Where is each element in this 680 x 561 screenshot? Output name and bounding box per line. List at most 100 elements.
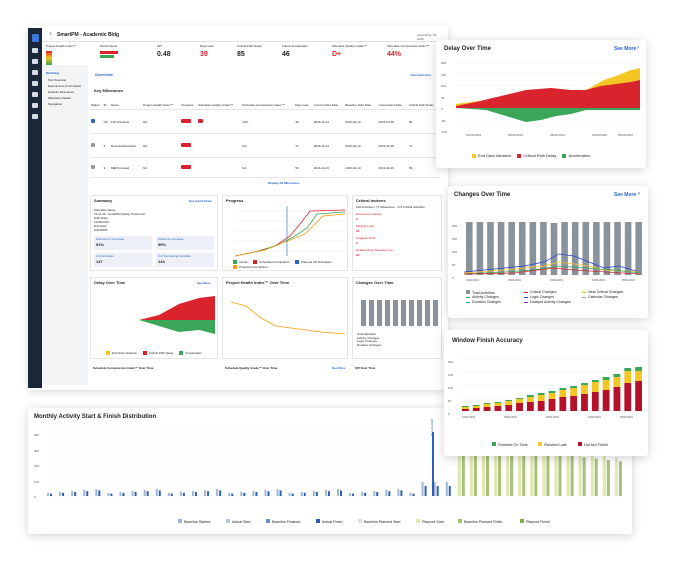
column-header[interactable]: Name: [109, 101, 143, 110]
back-chevron-icon[interactable]: ‹: [50, 31, 52, 37]
column-header[interactable]: Project Health Index™: [142, 101, 181, 110]
delay-y-axis: 200 150 100 50 0 -50 -100: [441, 61, 448, 134]
total-activities-bar: [497, 222, 505, 275]
legend-item: Critical Path Delay: [142, 351, 174, 355]
chevron-right-icon[interactable]: ›: [638, 191, 640, 197]
summary-label: Planned % Complete: [96, 237, 125, 241]
planned-complete-box: Planned % Complete 91%: [94, 236, 152, 250]
column-header[interactable]: Current End Date: [377, 101, 408, 110]
logo-icon: [31, 34, 39, 42]
cell: 85: [407, 109, 440, 134]
column-header[interactable]: ID: [102, 101, 110, 110]
changes-over-time-card: Changes Over Time See More › 200 150 100 50…: [448, 186, 648, 318]
cell: 2016-11-03: [312, 133, 345, 158]
table-row[interactable]: 5 Roundo Relocated NA NA 71 2016-11-03 2…: [90, 133, 440, 158]
legend-item: Activity Changes: [357, 335, 380, 340]
baseline-started-bar: [373, 491, 376, 496]
acceleration-area: [99, 320, 215, 334]
legend-item: Actual Finish: [316, 519, 343, 524]
actual-finish-bar: [448, 486, 451, 496]
total-activities-bar: [466, 222, 473, 275]
critical-index-label[interactable]: Missing Logic: [356, 224, 375, 228]
see-more-link[interactable]: See More: [197, 281, 211, 285]
baseline-started-bar: [119, 492, 122, 496]
planned-start-bar: [482, 441, 485, 496]
column-header[interactable]: Status: [90, 101, 103, 110]
display-all-milestones-link[interactable]: Display All Milestones: [268, 181, 300, 185]
critical-index-label[interactable]: Resources Loaded: [356, 212, 382, 216]
actual-finish-bar: [327, 491, 330, 496]
finished-late-bar: [602, 380, 610, 390]
column-header[interactable]: Progress: [180, 101, 198, 110]
legend-item: Baseline Finished: [266, 519, 300, 524]
phi-gauge: [46, 51, 52, 65]
panel-title: SPI Over Time: [355, 366, 376, 370]
baseline-started-bar: [59, 492, 62, 496]
baseline-started-bar: [107, 493, 110, 496]
nav-item[interactable]: Experiments & Complete: [48, 84, 82, 88]
see-gantt-link[interactable]: See Gantt Chart: [189, 199, 212, 203]
actual-finish-bar: [352, 493, 355, 496]
actual-finish-bar: [74, 492, 77, 496]
status-icon: [91, 165, 95, 169]
legend-item: Logic Changes: [524, 295, 554, 299]
legend-item: Duration Changes: [466, 300, 501, 304]
did-not-finish-bar: [591, 392, 599, 411]
column-header[interactable]: Schedule Compression Index™: [241, 101, 295, 110]
nav-item[interactable]: Navigation: [48, 102, 63, 106]
document-icon[interactable]: [32, 70, 38, 75]
settings-icon[interactable]: [32, 92, 38, 97]
critical-index-label[interactable]: Relationships Negative Lag: [356, 248, 393, 252]
printer-icon[interactable]: [32, 81, 38, 86]
user-icon[interactable]: [32, 103, 38, 108]
finished-late-bar: [462, 407, 469, 409]
changes-small-chart: [361, 300, 438, 326]
legend-item: Acceleration: [179, 351, 202, 355]
cell: NA: [102, 109, 110, 134]
chevron-right-icon[interactable]: ›: [637, 45, 639, 51]
window-finish-accuracy-card: Window Finish Accuracy 200 150 100 50 0 01/0…: [444, 330, 648, 456]
legend-item: Duration Changes: [357, 342, 382, 347]
menu-icon[interactable]: [32, 48, 38, 53]
baseline-planned-finish-bar: [510, 449, 514, 496]
help-icon[interactable]: [32, 114, 38, 119]
finished-late-bar: [526, 397, 534, 402]
baseline-started-bar: [155, 489, 158, 496]
column-header[interactable]: Schedule Quality Grade™: [197, 101, 242, 110]
cell: 44%: [241, 109, 295, 134]
view-summary-button[interactable]: View Summary: [410, 73, 432, 77]
nav-item[interactable]: Milestone Details: [48, 96, 71, 100]
column-header[interactable]: Baseline Start Date: [344, 101, 378, 110]
page-title: SmartPM - Academic Bldg: [57, 32, 120, 38]
nav-item[interactable]: Network Resources: [48, 90, 75, 94]
column-header[interactable]: Current Start Date: [312, 101, 345, 110]
actual-finish-bar: [340, 490, 342, 496]
column-header[interactable]: Critical Path Delay: [407, 101, 440, 110]
finished-late-bar: [624, 371, 632, 383]
planned-line: [235, 209, 345, 257]
column-header[interactable]: Days Late: [294, 101, 313, 110]
overview-link[interactable]: Overview: [95, 72, 113, 77]
activity-changes-line: [464, 265, 640, 275]
total-activities-bar: [635, 222, 642, 275]
baseline-started-bar: [300, 492, 303, 496]
see-more-link[interactable]: See More: [332, 366, 346, 370]
user-name[interactable]: Somebody, Sb 1026: [417, 33, 437, 41]
planned-start-bar: [578, 453, 582, 496]
total-activities-bar: [518, 222, 526, 275]
critical-index-label[interactable]: Negative Float: [356, 236, 376, 240]
see-more-link[interactable]: See More: [614, 192, 637, 198]
baseline-started-bar: [445, 482, 448, 496]
see-more-link[interactable]: See More: [614, 46, 637, 52]
baseline-started-bar: [192, 491, 194, 496]
finished-on-time-bar: [635, 367, 642, 371]
cell: 2016-02-10: [344, 133, 378, 158]
table-row[interactable]: 9 MEN's issued NA NA 59 2016-11-03 2016-…: [90, 157, 440, 178]
metric-performance: Performance: [100, 44, 140, 58]
metric-quality: Schedule Quality Grade™ D+: [332, 44, 367, 58]
nav-item[interactable]: Test Scenario: [48, 78, 67, 82]
home-icon[interactable]: [32, 59, 38, 64]
table-row[interactable]: NA Full Schedule NA 44% 39 2016-11-03 20…: [90, 109, 440, 134]
nav-item-modeling[interactable]: Modeling: [46, 71, 60, 75]
finished-late-bar: [613, 377, 621, 387]
